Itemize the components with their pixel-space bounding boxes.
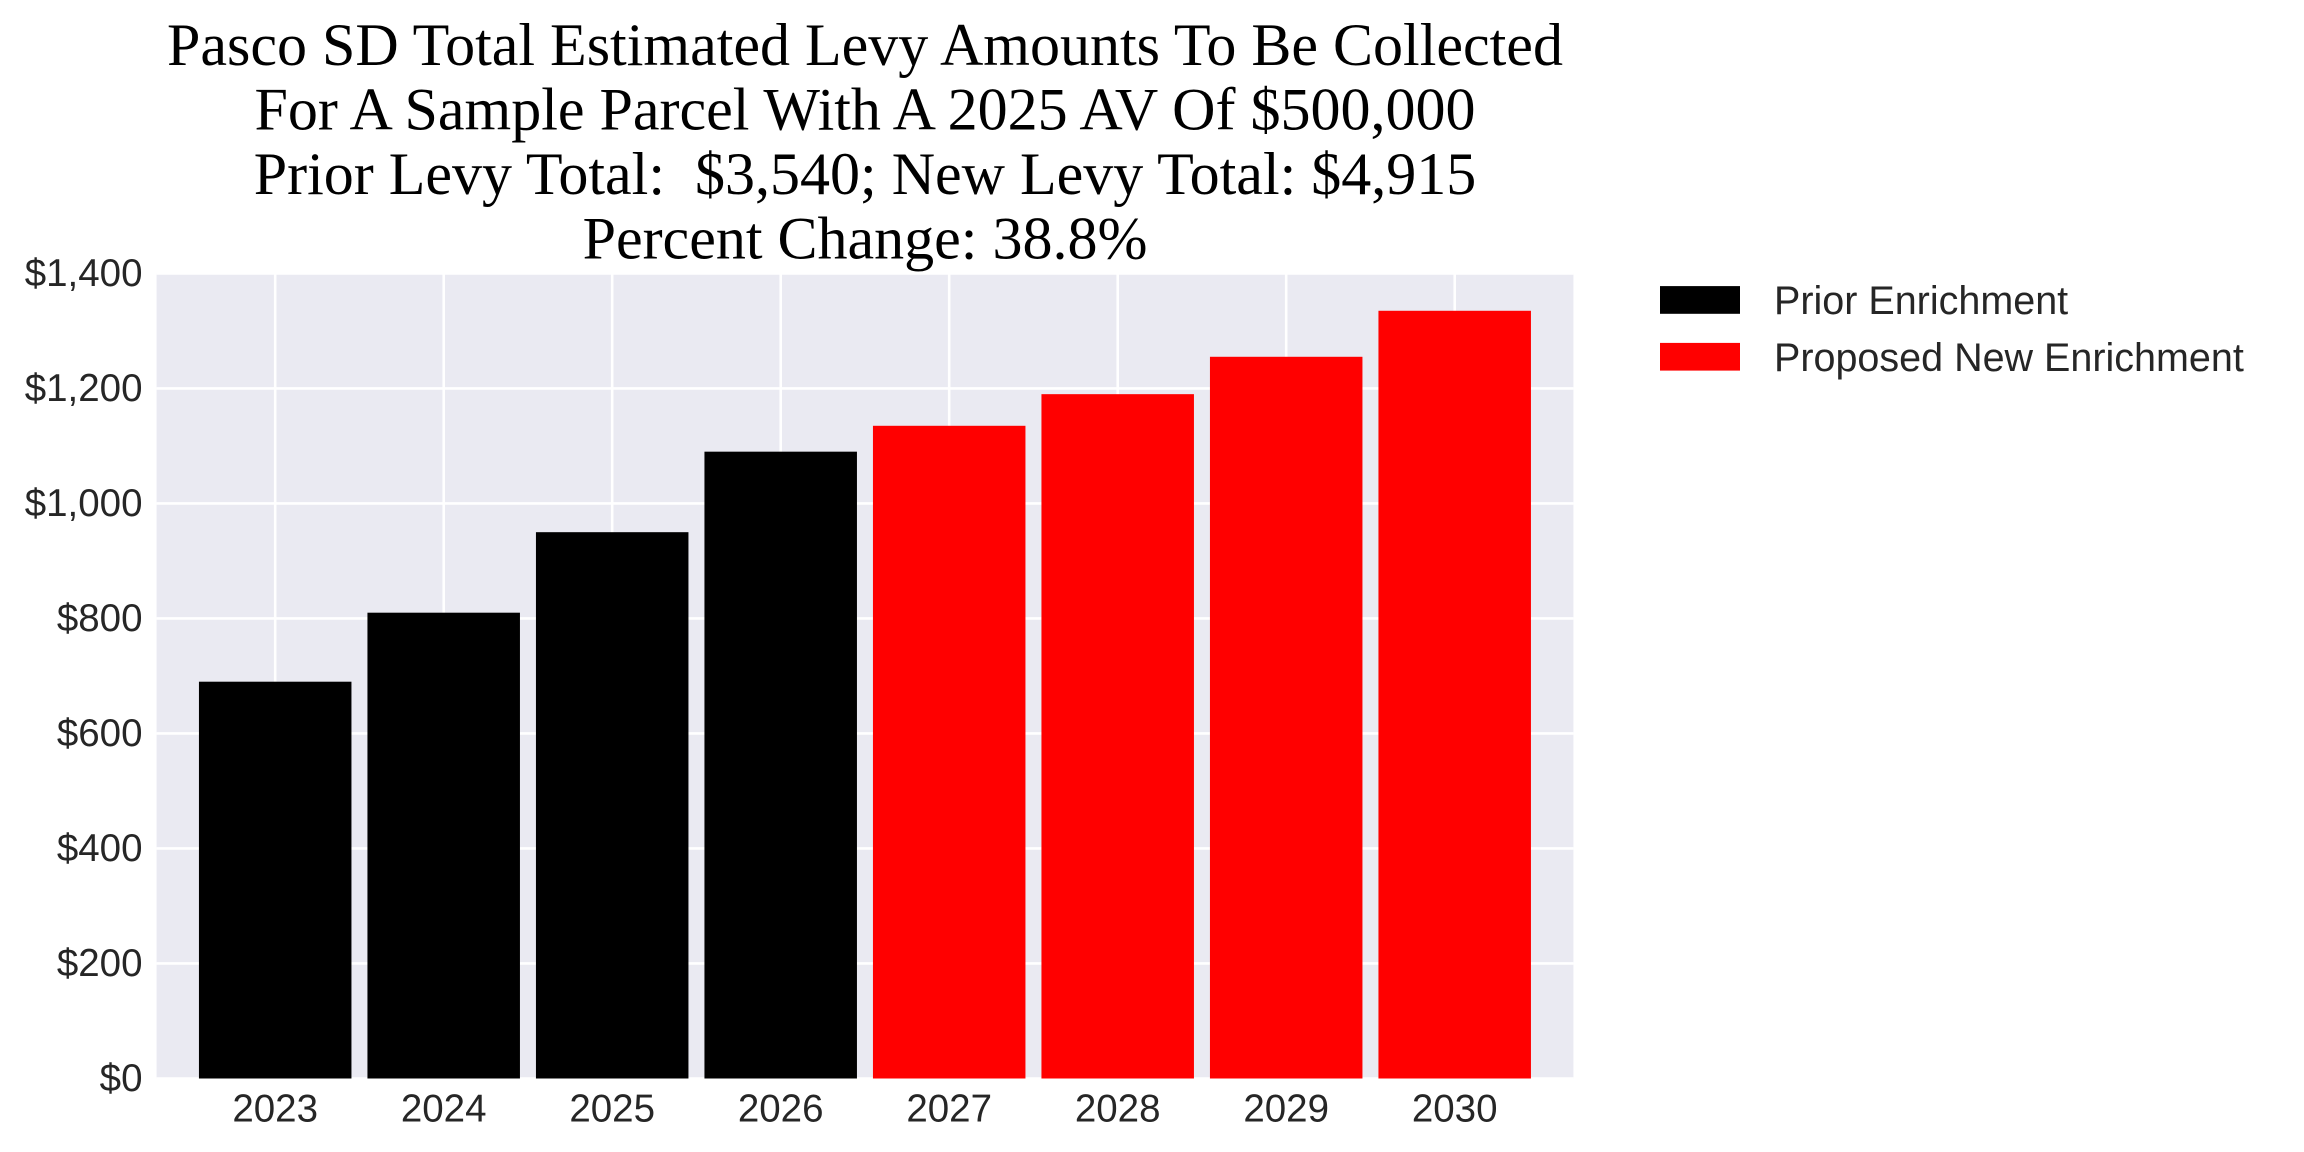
x-tick-label-2028: 2028: [1075, 1088, 1161, 1131]
x-tick-label-2025: 2025: [569, 1088, 655, 1131]
title-line-2: For A Sample Parcel With A 2025 AV Of $5…: [255, 76, 1476, 142]
y-tick-label-6: $1,200: [25, 367, 143, 410]
bar-2026: [704, 451, 857, 1079]
y-tick-label-3: $600: [57, 712, 143, 755]
bar-2030: [1378, 310, 1531, 1079]
legend-label-proposed-new-enrichment: Proposed New Enrichment: [1774, 336, 2244, 380]
bar-2023: [198, 681, 352, 1079]
bar-2027: [872, 425, 1026, 1079]
legend: Prior Enrichment Proposed New Enrichment: [1660, 279, 2244, 380]
x-tick-label-2023: 2023: [232, 1088, 318, 1131]
title-line-3: Prior Levy Total: $3,540; New Levy Total…: [254, 141, 1477, 207]
y-tick-label-7: $1,400: [25, 252, 143, 295]
x-tick-label-2027: 2027: [906, 1088, 992, 1131]
title-line-1: Pasco SD Total Estimated Levy Amounts To…: [167, 12, 1563, 78]
x-axis-tick-labels: 2023 2024 2025 2026 2027 2028 2029 2030: [232, 1088, 1497, 1131]
legend-swatch-proposed-new-enrichment: [1660, 342, 1740, 371]
y-tick-label-5: $1,000: [25, 482, 143, 525]
bar-group: [198, 310, 1531, 1079]
legend-label-prior-enrichment: Prior Enrichment: [1774, 279, 2068, 323]
legend-swatch-prior-enrichment: [1660, 286, 1740, 314]
title-line-4: Percent Change: 38.8%: [583, 205, 1148, 271]
chart-title: Pasco SD Total Estimated Levy Amounts To…: [167, 12, 1563, 271]
y-tick-label-0: $0: [100, 1057, 143, 1100]
y-tick-label-2: $400: [57, 827, 143, 870]
y-tick-label-4: $800: [57, 597, 143, 640]
y-tick-label-1: $200: [57, 942, 143, 985]
bar-2025: [535, 532, 689, 1079]
x-tick-label-2024: 2024: [401, 1088, 487, 1131]
bar-2028: [1041, 394, 1194, 1079]
y-axis-tick-labels: $0 $200 $400 $600 $800 $1,000 $1,200 $1,400: [25, 252, 143, 1100]
bar-2029: [1209, 356, 1363, 1079]
x-tick-label-2029: 2029: [1243, 1088, 1329, 1131]
x-tick-label-2026: 2026: [738, 1088, 824, 1131]
x-tick-label-2030: 2030: [1412, 1088, 1498, 1131]
bar-2024: [367, 612, 520, 1079]
